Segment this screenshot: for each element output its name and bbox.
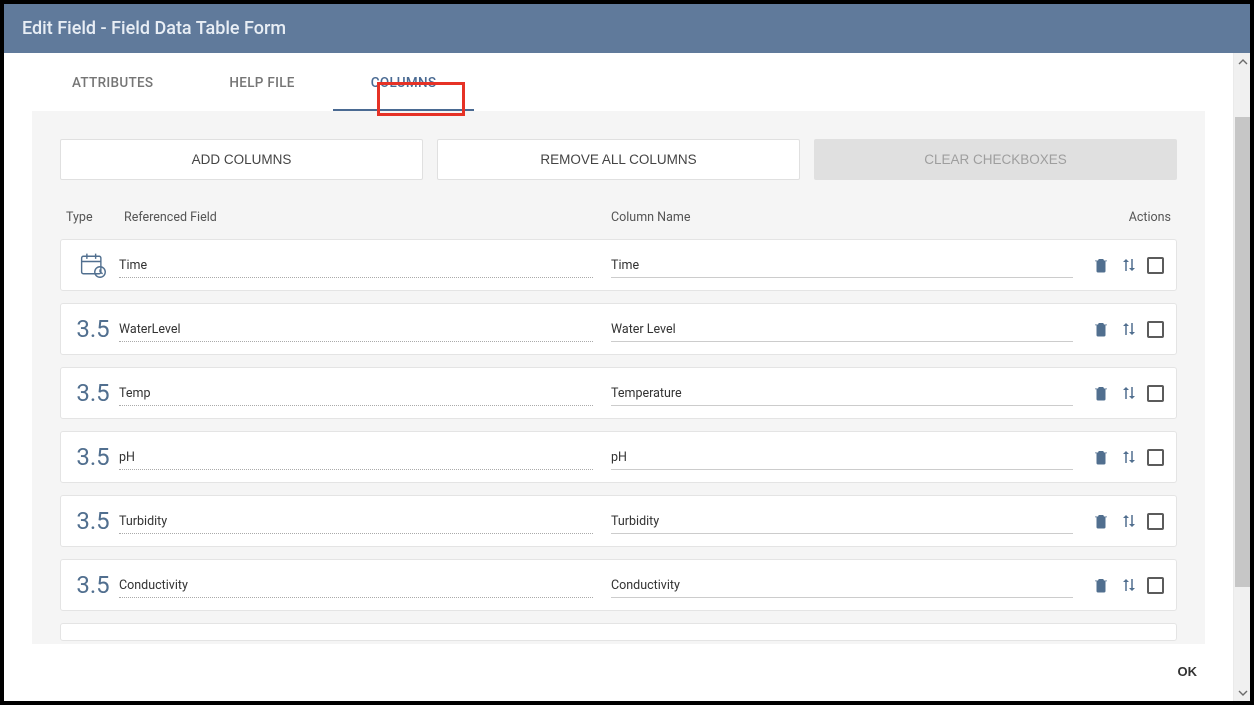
referenced-field-cell — [119, 316, 611, 342]
tab-help-file[interactable]: HELP FILE — [191, 53, 332, 111]
dialog-content: ATTRIBUTES HELP FILE COLUMNS ADD COLUMNS… — [4, 53, 1233, 701]
button-label: CLEAR CHECKBOXES — [924, 152, 1067, 167]
column-rows: 3.5 3.5 3.5 3.5 3.5 — [60, 239, 1177, 644]
row-actions — [1091, 447, 1164, 467]
column-name-input[interactable] — [611, 572, 1073, 598]
columns-panel: ADD COLUMNS REMOVE ALL COLUMNS CLEAR CHE… — [32, 111, 1205, 644]
column-name-cell — [611, 252, 1091, 278]
column-row: 3.5 — [60, 367, 1177, 419]
column-name-cell — [611, 444, 1091, 470]
dialog-titlebar: Edit Field - Field Data Table Form — [4, 4, 1250, 53]
row-checkbox[interactable] — [1147, 449, 1164, 466]
reorder-icon[interactable] — [1119, 319, 1139, 339]
button-label: REMOVE ALL COLUMNS — [540, 152, 696, 167]
toolbar: ADD COLUMNS REMOVE ALL COLUMNS CLEAR CHE… — [60, 139, 1177, 180]
row-checkbox[interactable] — [1147, 321, 1164, 338]
tab-bar: ATTRIBUTES HELP FILE COLUMNS — [4, 53, 1233, 111]
column-name-input[interactable] — [611, 252, 1073, 278]
reorder-icon[interactable] — [1119, 255, 1139, 275]
referenced-field-input[interactable] — [119, 316, 593, 342]
reorder-icon[interactable] — [1119, 447, 1139, 467]
dialog-title: Edit Field - Field Data Table Form — [22, 18, 286, 39]
column-headers: Type Referenced Field Column Name Action… — [60, 200, 1177, 239]
row-actions — [1091, 511, 1164, 531]
trash-icon[interactable] — [1091, 383, 1111, 403]
dialog-footer: OK — [4, 644, 1233, 701]
reorder-icon[interactable] — [1119, 511, 1139, 531]
referenced-field-input[interactable] — [119, 508, 593, 534]
calendar-clock-icon — [67, 251, 119, 279]
referenced-field-cell — [119, 508, 611, 534]
trash-icon[interactable] — [1091, 447, 1111, 467]
add-columns-button[interactable]: ADD COLUMNS — [60, 139, 423, 180]
row-checkbox[interactable] — [1147, 577, 1164, 594]
tab-label: COLUMNS — [371, 75, 437, 91]
trash-icon[interactable] — [1091, 319, 1111, 339]
scroll-down-arrow[interactable] — [1234, 684, 1250, 701]
trash-icon[interactable] — [1091, 575, 1111, 595]
tab-label: HELP FILE — [229, 75, 294, 91]
tab-columns[interactable]: COLUMNS — [333, 53, 475, 111]
row-actions — [1091, 319, 1164, 339]
referenced-field-input[interactable] — [119, 252, 593, 278]
column-name-cell — [611, 380, 1091, 406]
scroll-thumb[interactable] — [1235, 117, 1250, 587]
reorder-icon[interactable] — [1119, 383, 1139, 403]
column-name-input[interactable] — [611, 508, 1073, 534]
tab-attributes[interactable]: ATTRIBUTES — [34, 53, 191, 111]
clear-checkboxes-button: CLEAR CHECKBOXES — [814, 139, 1177, 180]
remove-all-columns-button[interactable]: REMOVE ALL COLUMNS — [437, 139, 800, 180]
tab-label: ATTRIBUTES — [72, 75, 153, 91]
referenced-field-cell — [119, 444, 611, 470]
column-name-input[interactable] — [611, 380, 1073, 406]
reorder-icon[interactable] — [1119, 575, 1139, 595]
column-row — [60, 623, 1177, 641]
column-name-cell — [611, 508, 1091, 534]
referenced-field-input[interactable] — [119, 444, 593, 470]
referenced-field-cell — [119, 572, 611, 598]
row-checkbox[interactable] — [1147, 257, 1164, 274]
numeric-type-icon: 3.5 — [67, 379, 119, 407]
row-checkbox[interactable] — [1147, 513, 1164, 530]
column-row — [60, 239, 1177, 291]
header-column-name: Column Name — [611, 210, 1091, 225]
header-referenced-field: Referenced Field — [124, 210, 611, 225]
scroll-up-arrow[interactable] — [1234, 53, 1250, 70]
edit-field-dialog: Edit Field - Field Data Table Form ATTRI… — [4, 4, 1250, 701]
trash-icon[interactable] — [1091, 255, 1111, 275]
numeric-type-icon: 3.5 — [67, 443, 119, 471]
numeric-type-icon: 3.5 — [67, 571, 119, 599]
trash-icon[interactable] — [1091, 511, 1111, 531]
column-row: 3.5 — [60, 303, 1177, 355]
referenced-field-cell — [119, 252, 611, 278]
row-actions — [1091, 575, 1164, 595]
column-row: 3.5 — [60, 559, 1177, 611]
ok-button[interactable]: OK — [1164, 656, 1212, 687]
row-actions — [1091, 255, 1164, 275]
button-label: OK — [1178, 664, 1198, 679]
column-row: 3.5 — [60, 431, 1177, 483]
header-type: Type — [66, 210, 124, 225]
referenced-field-cell — [119, 380, 611, 406]
numeric-type-icon: 3.5 — [67, 507, 119, 535]
referenced-field-input[interactable] — [119, 572, 593, 598]
column-name-input[interactable] — [611, 444, 1073, 470]
numeric-type-icon: 3.5 — [67, 315, 119, 343]
row-actions — [1091, 383, 1164, 403]
column-name-cell — [611, 572, 1091, 598]
header-actions: Actions — [1091, 210, 1171, 225]
referenced-field-input[interactable] — [119, 380, 593, 406]
column-name-cell — [611, 316, 1091, 342]
vertical-scrollbar[interactable] — [1233, 53, 1250, 701]
button-label: ADD COLUMNS — [192, 152, 292, 167]
row-checkbox[interactable] — [1147, 385, 1164, 402]
column-row: 3.5 — [60, 495, 1177, 547]
column-name-input[interactable] — [611, 316, 1073, 342]
